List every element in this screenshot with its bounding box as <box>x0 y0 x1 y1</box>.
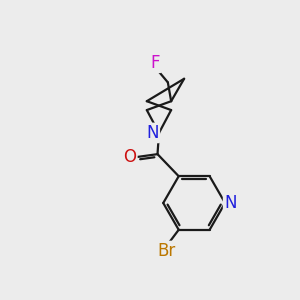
Text: N: N <box>224 194 237 212</box>
Text: N: N <box>146 124 159 142</box>
Text: F: F <box>151 54 160 72</box>
Text: Br: Br <box>158 242 176 260</box>
Text: O: O <box>123 148 136 166</box>
